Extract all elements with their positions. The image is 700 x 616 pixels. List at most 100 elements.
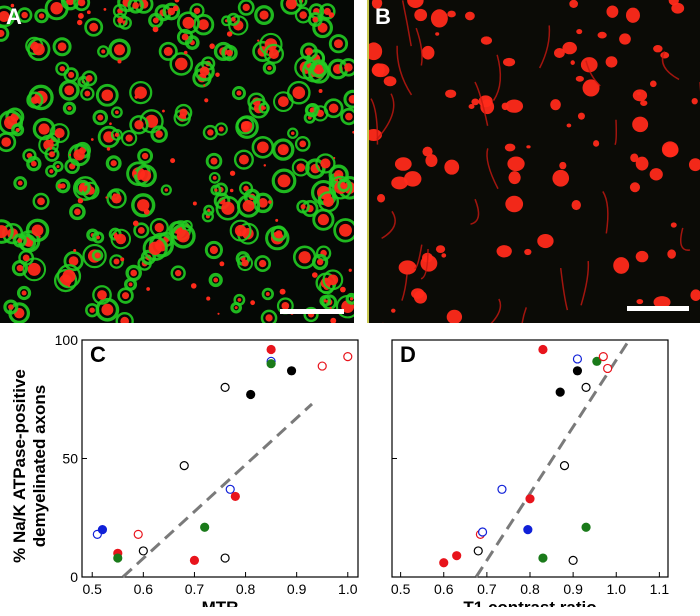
red-dot (193, 202, 197, 206)
axon-core (650, 168, 663, 180)
axon-core (97, 290, 107, 300)
red-dot (215, 72, 220, 77)
axon-core (399, 260, 417, 274)
red-dot (104, 8, 107, 11)
data-point (267, 345, 275, 353)
axon-core (37, 197, 45, 205)
red-dot (78, 13, 84, 19)
red-dot (227, 31, 233, 37)
axon-core (372, 63, 390, 77)
red-dot (275, 219, 278, 222)
panel-label-b: B (375, 4, 391, 30)
axon-core (299, 11, 307, 19)
axon-core (122, 292, 129, 299)
axon-core (633, 89, 647, 101)
data-point (190, 556, 198, 564)
red-dot (230, 189, 234, 193)
x-tick-label: 0.5 (82, 581, 102, 597)
axon-core (630, 182, 640, 192)
y-tick-label: 50 (62, 451, 78, 467)
axon-core (67, 106, 71, 110)
axon-core (286, 0, 297, 9)
axon-core (97, 114, 103, 120)
fiber-segment (484, 299, 500, 323)
axon-core (115, 133, 119, 137)
fiber-segment (382, 211, 396, 238)
axon-core (22, 291, 27, 296)
axon-core (149, 242, 162, 255)
chart-c: 0.50.60.70.80.91.0050100MTRC (55, 332, 358, 607)
axon-core (384, 76, 397, 86)
axon-core (550, 99, 561, 110)
axon-core (132, 2, 139, 9)
axon-core (115, 110, 119, 114)
axon-core (86, 75, 93, 82)
axon-core (505, 196, 523, 212)
red-dot (146, 287, 150, 291)
data-point (582, 523, 590, 531)
axon-core (31, 161, 37, 167)
axon-core (31, 96, 39, 104)
data-point (180, 462, 188, 470)
fiber-segment (561, 268, 568, 310)
red-dot (236, 230, 242, 236)
axon-core (33, 43, 45, 55)
axon-core (667, 249, 676, 258)
micrograph-a-image (0, 0, 354, 323)
axon-core (663, 143, 679, 157)
x-tick-label: 0.5 (391, 581, 411, 597)
axon-core (315, 65, 323, 73)
axon-core (101, 304, 113, 316)
axon-core (235, 306, 238, 309)
axon-core (73, 149, 84, 160)
axon-core (242, 260, 249, 267)
axon-core (194, 8, 200, 14)
red-dot (133, 171, 137, 175)
axon-core (481, 36, 492, 44)
scatter-charts: 0.50.60.70.80.91.0050100MTRC 0.50.60.70.… (0, 323, 700, 607)
red-dot (77, 20, 82, 25)
axon-core (349, 95, 354, 104)
axon-core (60, 66, 65, 71)
axon-core (391, 309, 396, 313)
red-dot (135, 95, 138, 98)
axon-core (537, 234, 553, 248)
axon-core (259, 10, 268, 19)
red-dot (340, 287, 346, 293)
fiber-segment (603, 191, 608, 233)
axon-core (291, 131, 295, 135)
fiber-segment (681, 228, 690, 250)
axon-core (414, 9, 427, 21)
red-dot (78, 198, 83, 203)
data-point (524, 526, 532, 534)
axon-core (111, 160, 117, 166)
axon-core (129, 282, 133, 286)
data-point (561, 462, 569, 470)
fiber-segment (615, 120, 616, 145)
fiber-segment (487, 148, 498, 188)
x-axis-label: MTR (202, 598, 239, 607)
red-dot (107, 147, 111, 151)
axon-core (524, 249, 531, 255)
axon-core (692, 98, 698, 104)
axon-core (339, 224, 352, 237)
data-point (247, 391, 255, 399)
scale-bar (280, 309, 344, 314)
axon-core (180, 109, 188, 117)
red-dot (268, 200, 272, 204)
x-axis-label: T1 contrast ratio (463, 598, 596, 607)
axon-core (323, 196, 334, 207)
axon-core (526, 145, 530, 148)
axon-core (32, 224, 44, 236)
axon-core (435, 32, 439, 35)
axon-core (231, 17, 236, 22)
data-point (267, 360, 275, 368)
data-point (526, 495, 534, 503)
axon-core (64, 85, 74, 95)
axon-core (636, 299, 643, 304)
x-tick-label: 1.0 (338, 581, 358, 597)
axon-core (503, 58, 515, 67)
fiber-segment (494, 55, 501, 101)
axon-core (334, 39, 343, 48)
axon-core (214, 189, 217, 192)
